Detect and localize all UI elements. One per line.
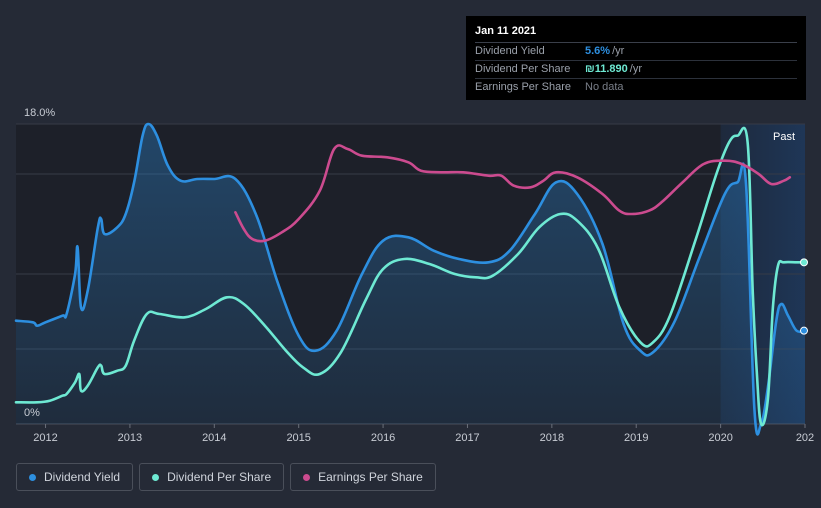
dividend-yield-dot-icon — [29, 473, 36, 481]
tooltip-row-earnings-per-share: Earnings Per Share No data — [475, 79, 797, 96]
x-tick-label: 2019 — [624, 432, 648, 444]
legend-label: Dividend Per Share — [167, 470, 272, 484]
tooltip-row-dividend-yield: Dividend Yield 5.6% /yr — [475, 43, 797, 61]
tooltip-unit: /yr — [612, 45, 625, 57]
tooltip-date: Jan 11 2021 — [475, 24, 797, 43]
tooltip-label: Dividend Per Share — [475, 63, 571, 75]
area-layer — [16, 124, 805, 435]
y-axis-top-label: 18.0% — [24, 107, 55, 119]
x-tick-label: 202 — [796, 432, 814, 444]
x-axis-ticks: 2012 2013 2014 2015 2016 2017 2018 2019 2020 202 — [33, 424, 814, 444]
earnings-per-share-dot-icon — [303, 473, 311, 481]
y-axis-bottom-label: 0% — [24, 407, 40, 419]
x-tick-label: 2013 — [118, 432, 142, 444]
dividend-per-share-end-marker — [800, 258, 808, 267]
x-tick-label: 2015 — [286, 432, 310, 444]
x-tick-label: 2017 — [455, 432, 479, 444]
x-tick-label: 2016 — [371, 432, 395, 444]
dividend-per-share-line — [14, 126, 807, 427]
tooltip: Jan 11 2021 Dividend Yield 5.6% /yr Divi… — [466, 16, 806, 100]
legend: Dividend Yield Dividend Per Share Earnin… — [16, 463, 436, 491]
x-tick-label: 2014 — [202, 432, 226, 444]
dividend-per-share-dot-icon — [152, 473, 160, 481]
x-tick-label: 2018 — [540, 432, 564, 444]
tooltip-value: ₪11.890 — [585, 63, 628, 75]
dividend-yield-end-marker — [800, 326, 808, 335]
tooltip-value: 5.6% — [585, 45, 611, 57]
marker-layer — [800, 258, 808, 335]
past-label: Past — [773, 131, 795, 143]
tooltip-label: Dividend Yield — [475, 45, 545, 57]
tooltip-row-dividend-per-share: Dividend Per Share ₪11.890 /yr — [475, 61, 797, 79]
x-tick-label: 2012 — [33, 432, 57, 444]
line-layer — [14, 122, 807, 436]
earnings-per-share-line — [234, 144, 792, 243]
legend-label: Dividend Yield — [44, 470, 121, 484]
tooltip-unit: /yr — [629, 63, 642, 75]
legend-item-dividend-per-share[interactable]: Dividend Per Share — [139, 463, 285, 491]
x-tick-label: 2020 — [708, 432, 732, 444]
tooltip-value: No data — [585, 81, 624, 93]
legend-item-dividend-yield[interactable]: Dividend Yield — [16, 463, 134, 491]
dividend-yield-area — [16, 124, 805, 435]
legend-label: Earnings Per Share — [318, 470, 423, 484]
legend-item-earnings-per-share[interactable]: Earnings Per Share — [290, 463, 436, 491]
tooltip-label: Earnings Per Share — [475, 81, 571, 93]
